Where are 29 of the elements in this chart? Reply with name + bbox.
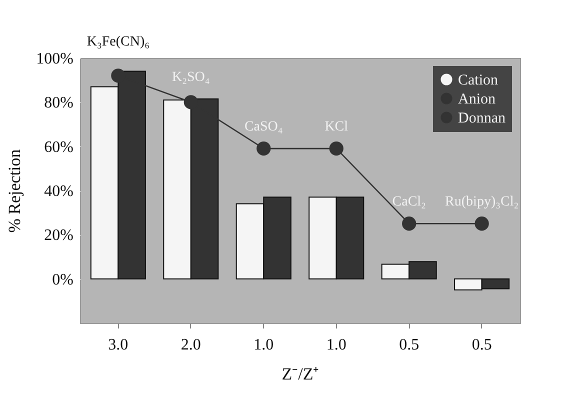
- x-tick-label: 1.0: [326, 336, 346, 354]
- x-tick-label: 2.0: [180, 336, 201, 354]
- x-tick-label: 3.0: [108, 336, 128, 354]
- y-tick-label: 20%: [44, 227, 74, 244]
- point: [329, 141, 344, 156]
- y-tick-label: 0%: [52, 271, 74, 288]
- text: K₃Fe(CN)₆: [86, 34, 150, 50]
- annotation: CaSO₄: [244, 120, 283, 135]
- y-tick-label: 80%: [44, 94, 74, 112]
- legend-label: Anion: [458, 92, 496, 108]
- y-tick-label: 60%: [44, 138, 74, 156]
- point: [111, 68, 126, 83]
- point: [402, 216, 416, 231]
- x-tick-label: 1.0: [254, 336, 274, 354]
- y-tick-label: 100%: [36, 50, 74, 68]
- x-tick-label: 0.5: [399, 336, 420, 354]
- legend-label: Donnan: [458, 110, 506, 126]
- x-axis-title: Z⁻/Z⁺: [282, 364, 320, 384]
- x-tick-label: 0.5: [472, 336, 492, 354]
- point: [184, 95, 198, 110]
- point: [256, 141, 271, 156]
- annotation: Ru(bipy)₃Cl₂: [445, 194, 519, 210]
- point: [474, 216, 489, 231]
- y-tick-label: 40%: [44, 183, 74, 200]
- annotation: K₂SO₄: [172, 70, 210, 85]
- y-axis-title: % Rejection: [5, 148, 24, 233]
- annotation: KCl: [324, 120, 348, 135]
- legend-label: Cation: [458, 72, 498, 88]
- annotation: CaCl₂: [392, 194, 426, 210]
